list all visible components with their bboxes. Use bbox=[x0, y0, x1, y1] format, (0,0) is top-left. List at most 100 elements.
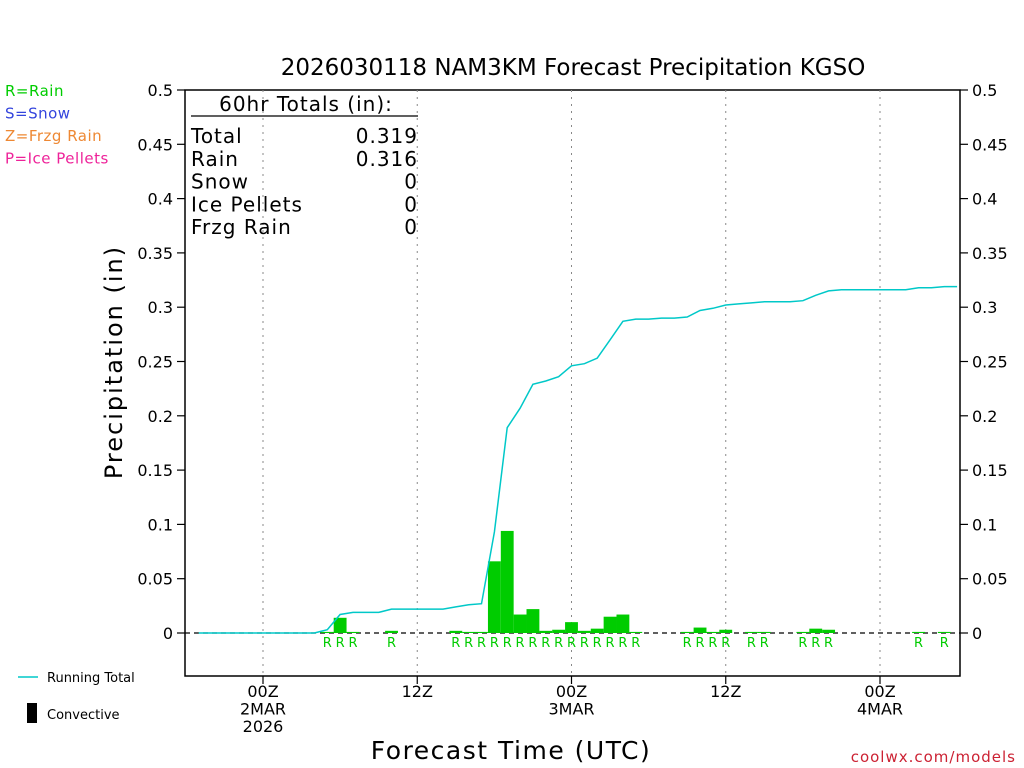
type-marker: R bbox=[606, 636, 615, 651]
totals-header: 60hr Totals (in): bbox=[219, 92, 393, 116]
precip-bar-hour-30 bbox=[565, 622, 578, 633]
legend-convective-swatch bbox=[27, 703, 37, 723]
y-tick-label-left: 0.45 bbox=[137, 135, 173, 154]
x-axis-label: Forecast Time (UTC) bbox=[371, 736, 651, 765]
precip-bar-hour-28 bbox=[539, 630, 553, 633]
precip-bar-hour-29 bbox=[552, 629, 566, 633]
x-tick-label: 2026 bbox=[243, 717, 284, 736]
type-marker: R bbox=[631, 636, 640, 651]
y-tick-label-right: 0.35 bbox=[972, 244, 1008, 263]
legend-type-p: P=Ice Pellets bbox=[5, 150, 109, 168]
y-tick-label-left: 0.35 bbox=[137, 244, 173, 263]
y-tick-label-right: 0 bbox=[972, 624, 982, 643]
type-marker: R bbox=[554, 636, 563, 651]
type-marker: R bbox=[490, 636, 499, 651]
y-tick-label-left: 0.4 bbox=[148, 190, 173, 209]
totals-value: 0.316 bbox=[356, 147, 418, 171]
y-tick-label-right: 0.45 bbox=[972, 135, 1008, 154]
precip-bar-hour-23 bbox=[475, 631, 488, 633]
type-marker: R bbox=[387, 636, 396, 651]
plot-frame bbox=[184, 89, 961, 677]
type-marker: R bbox=[760, 636, 769, 651]
type-marker: R bbox=[503, 636, 512, 651]
left-y-axis: 0 0.05 0.1 0.15 0.2 0.25 0.3 0.35 0.4 0.45 0.5 bbox=[137, 81, 185, 643]
precip-bar-hour-50 bbox=[822, 629, 836, 633]
type-marker: R bbox=[798, 636, 807, 651]
type-marker: R bbox=[721, 636, 730, 651]
type-marker: R bbox=[696, 636, 705, 651]
precip-bar-hour-25 bbox=[500, 530, 514, 633]
legend-type-s: S=Snow bbox=[5, 105, 71, 123]
type-marker: R bbox=[824, 636, 833, 651]
precip-bar-hour-40 bbox=[693, 627, 707, 633]
totals-value: 0 bbox=[404, 192, 418, 216]
type-marker: R bbox=[914, 636, 923, 651]
precip-bar-hour-39 bbox=[680, 631, 694, 633]
precip-bar-hour-12 bbox=[333, 617, 347, 633]
type-marker: R bbox=[336, 636, 345, 651]
y-axis-label: Precipitation (in) bbox=[100, 245, 128, 479]
totals-label: Total bbox=[190, 124, 243, 148]
type-marker: R bbox=[451, 636, 460, 651]
totals-label: Ice Pellets bbox=[191, 192, 303, 216]
totals-value: 0.319 bbox=[356, 124, 418, 148]
type-marker: R bbox=[580, 636, 589, 651]
precip-bar-hour-49 bbox=[809, 628, 823, 633]
precip-bar-hour-59 bbox=[937, 631, 951, 633]
precip-bar-hour-34 bbox=[616, 614, 630, 633]
precip-bar-hour-35 bbox=[629, 631, 643, 633]
x-tick-label: 4MAR bbox=[857, 700, 903, 719]
x-tick-label: 2MAR bbox=[240, 700, 286, 719]
precip-bar-hour-31 bbox=[577, 630, 591, 633]
y-tick-label-right: 0.15 bbox=[972, 461, 1008, 480]
series-legend: Running Total Convective bbox=[18, 671, 135, 723]
precip-bar-hour-44 bbox=[745, 631, 758, 633]
type-marker: R bbox=[464, 636, 473, 651]
legend-type-z: Z=Frzg Rain bbox=[5, 127, 102, 145]
totals-label: Frzg Rain bbox=[191, 215, 292, 239]
type-marker: R bbox=[323, 636, 332, 651]
site-credit: coolwx.com/models bbox=[851, 748, 1016, 766]
totals-value: 0 bbox=[404, 215, 418, 239]
x-tick-label: 00Z bbox=[864, 682, 895, 701]
right-y-axis: 0 0.05 0.1 0.15 0.2 0.25 0.3 0.35 0.4 0.45 0.5 bbox=[960, 81, 1008, 643]
x-tick-label: 12Z bbox=[402, 682, 433, 701]
y-tick-label-right: 0.1 bbox=[972, 515, 997, 534]
x-tick-label: 12Z bbox=[710, 682, 741, 701]
legend-running-total: Running Total bbox=[47, 671, 135, 686]
totals-box: 60hr Totals (in): Total 0.319 Rain 0.316 Sno… bbox=[190, 92, 418, 239]
type-marker: R bbox=[618, 636, 627, 651]
type-marker: R bbox=[477, 636, 486, 651]
precip-bar-hour-41 bbox=[706, 631, 720, 633]
precip-bar-hour-48 bbox=[796, 631, 810, 633]
y-tick-label-left: 0 bbox=[163, 624, 173, 643]
y-tick-label-right: 0.2 bbox=[972, 407, 997, 426]
precip-bar-hour-11 bbox=[320, 631, 334, 633]
precip-bar-hour-32 bbox=[590, 628, 604, 633]
type-marker: R bbox=[747, 636, 756, 651]
precip-bar-hour-42 bbox=[719, 629, 733, 633]
precip-bar-hour-21 bbox=[449, 630, 463, 633]
totals-value: 0 bbox=[404, 170, 418, 194]
y-tick-label-left: 0.1 bbox=[148, 515, 173, 534]
hourly-precip-bars bbox=[320, 530, 951, 633]
running-total-line bbox=[198, 285, 958, 634]
type-marker: R bbox=[683, 636, 692, 651]
y-tick-label-right: 0.05 bbox=[972, 570, 1008, 589]
precip-bar-hour-33 bbox=[603, 616, 617, 633]
y-tick-label-right: 0.4 bbox=[972, 190, 997, 209]
type-marker: R bbox=[811, 636, 820, 651]
type-marker: R bbox=[516, 636, 525, 651]
precip-bar-hour-57 bbox=[912, 631, 925, 633]
precip-bar-hour-24 bbox=[487, 561, 501, 633]
totals-label: Snow bbox=[191, 170, 249, 194]
precip-type-legend: R=Rain S=Snow Z=Frzg Rain P=Ice Pellets bbox=[5, 82, 109, 168]
chart-title: 2026030118 NAM3KM Forecast Precipitation… bbox=[281, 55, 866, 81]
legend-type-r: R=Rain bbox=[5, 82, 64, 100]
y-tick-label-right: 0.5 bbox=[972, 81, 997, 100]
x-tick-label: 00Z bbox=[247, 682, 278, 701]
type-marker: R bbox=[593, 636, 602, 651]
y-tick-label-left: 0.05 bbox=[137, 570, 173, 589]
